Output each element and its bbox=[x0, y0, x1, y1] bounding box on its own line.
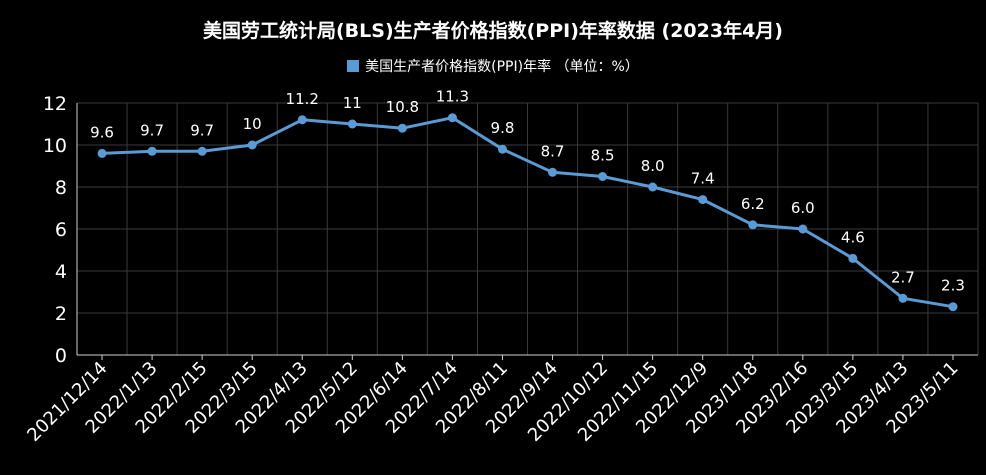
data-label: 9.6 bbox=[90, 123, 114, 141]
data-label: 6.2 bbox=[741, 195, 765, 213]
data-label: 8.0 bbox=[641, 157, 665, 175]
y-tick-label: 4 bbox=[55, 261, 67, 283]
y-tick-label: 0 bbox=[55, 345, 67, 367]
data-label: 11.3 bbox=[436, 88, 469, 106]
data-point bbox=[898, 293, 908, 303]
legend-label: 美国生产者价格指数(PPI)年率 （单位：%） bbox=[365, 59, 639, 75]
y-tick-label: 6 bbox=[55, 219, 67, 241]
data-label: 11.2 bbox=[286, 90, 319, 108]
data-point bbox=[147, 146, 157, 156]
y-tick-label: 12 bbox=[43, 93, 67, 115]
data-point bbox=[698, 195, 708, 205]
data-label: 2.3 bbox=[941, 277, 965, 295]
data-point bbox=[648, 182, 658, 192]
data-point bbox=[948, 302, 958, 312]
data-point bbox=[548, 167, 558, 177]
data-label: 7.4 bbox=[691, 170, 715, 188]
data-point bbox=[97, 148, 107, 158]
data-point bbox=[748, 220, 758, 230]
data-point bbox=[397, 123, 407, 133]
data-label: 10 bbox=[243, 115, 262, 133]
data-point bbox=[347, 119, 357, 129]
y-tick-label: 10 bbox=[43, 135, 67, 157]
data-point bbox=[197, 146, 207, 156]
y-tick-label: 2 bbox=[55, 303, 67, 325]
data-label: 6.0 bbox=[791, 199, 815, 217]
data-label: 9.8 bbox=[491, 119, 515, 137]
data-label: 11 bbox=[343, 94, 362, 112]
data-point bbox=[297, 115, 307, 125]
legend: 美国生产者价格指数(PPI)年率 （单位：%） bbox=[0, 56, 986, 76]
chart-title: 美国劳工统计局(BLS)生产者价格指数(PPI)年率数据 (2023年4月) bbox=[202, 20, 783, 42]
series-line bbox=[101, 116, 954, 309]
data-point bbox=[447, 113, 457, 123]
data-point bbox=[848, 253, 858, 263]
data-label: 4.6 bbox=[841, 228, 865, 246]
data-point bbox=[798, 224, 808, 234]
data-point bbox=[497, 144, 507, 154]
data-point bbox=[247, 140, 257, 150]
data-label: 9.7 bbox=[190, 121, 214, 139]
data-label: 8.7 bbox=[541, 142, 565, 160]
legend-swatch bbox=[347, 60, 360, 72]
data-label: 8.5 bbox=[591, 147, 615, 165]
y-tick-label: 8 bbox=[55, 177, 67, 199]
data-label: 10.8 bbox=[386, 98, 419, 116]
data-label: 9.7 bbox=[140, 121, 164, 139]
data-point bbox=[598, 172, 608, 181]
data-label: 2.7 bbox=[891, 268, 915, 286]
